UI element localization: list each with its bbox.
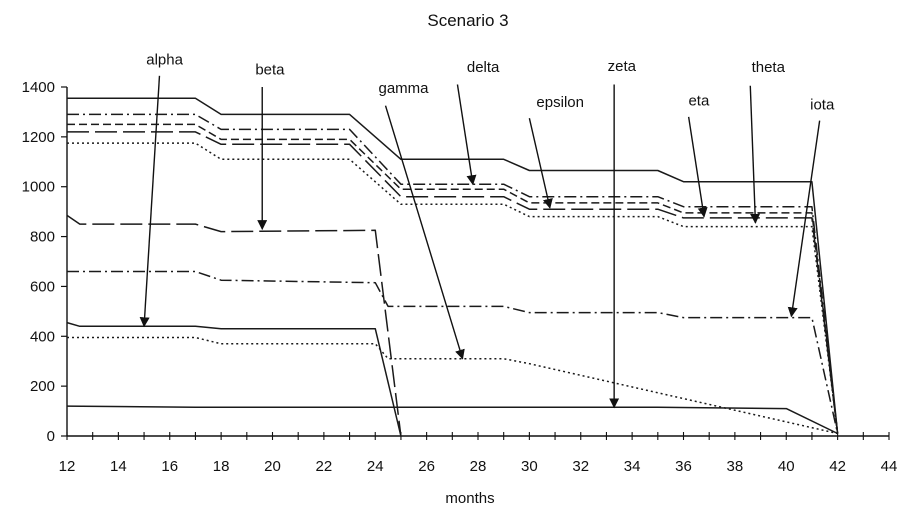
x-tick-label: 20 <box>264 458 281 475</box>
y-tick-label: 0 <box>47 428 55 445</box>
y-tick-label: 800 <box>30 229 55 246</box>
series-line-zeta <box>66 405 838 435</box>
annotation-label-eta: eta <box>688 93 710 110</box>
series-line-alpha-2 <box>67 336 838 435</box>
series-line-gamma <box>67 142 839 434</box>
x-tick-label: 44 <box>881 458 898 475</box>
x-tick-label: 38 <box>727 458 744 475</box>
annotation-label-alpha: alpha <box>146 52 183 69</box>
x-tick-label: 36 <box>675 458 692 475</box>
annotation-label-iota: iota <box>810 96 835 113</box>
series-line-delta <box>67 131 839 434</box>
y-tick-label: 1200 <box>22 129 55 146</box>
x-tick-label: 22 <box>316 458 333 475</box>
annotation-arrow-alpha <box>139 75 161 328</box>
x-tick-label: 18 <box>213 458 230 475</box>
x-tick-label: 40 <box>778 458 795 475</box>
x-tick-label: 16 <box>161 458 178 475</box>
x-tick-label: 26 <box>418 458 435 475</box>
series-line-iota <box>67 270 839 434</box>
series-line-theta <box>67 97 839 434</box>
annotation-label-epsilon: epsilon <box>536 94 584 111</box>
series-line-eta <box>67 113 839 434</box>
x-tick-label: 32 <box>572 458 589 475</box>
x-tick-label: 34 <box>624 458 641 475</box>
annotation-arrow-iota <box>787 120 821 318</box>
annotation-arrow-eta <box>687 116 708 218</box>
series-layer <box>66 97 839 437</box>
annotation-arrow-delta <box>456 84 477 186</box>
annotation-arrow-theta <box>749 85 761 224</box>
annotation-label-zeta: zeta <box>608 58 637 75</box>
axes: 0 200 400 600 800 1000 1200 1400 12 14 16 18 20 22 24 2… <box>22 79 898 475</box>
annotation-arrow-epsilon <box>528 118 553 209</box>
x-tick-label: 42 <box>829 458 846 475</box>
annotation-layer: alpha beta gamma delta epsilon zeta eta theta io… <box>139 52 835 409</box>
annotation-arrow-gamma <box>384 105 465 360</box>
series-line-alpha <box>66 321 402 437</box>
x-tick-label: 24 <box>367 458 384 475</box>
series-line-beta <box>66 214 402 437</box>
x-tick-label: 30 <box>521 458 538 475</box>
annotation-label-gamma: gamma <box>378 80 429 97</box>
x-tick-label: 28 <box>470 458 487 475</box>
series-line-epsilon <box>67 123 839 434</box>
annotation-label-theta: theta <box>752 59 786 76</box>
annotation-label-delta: delta <box>467 59 500 76</box>
y-tick-label: 1000 <box>22 179 55 196</box>
y-tick-label: 600 <box>30 278 55 295</box>
x-axis-label: months <box>445 490 494 507</box>
x-tick-label: 14 <box>110 458 127 475</box>
x-tick-label: 12 <box>59 458 76 475</box>
y-tick-label: 400 <box>30 328 55 345</box>
annotation-label-beta: beta <box>255 62 285 79</box>
chart-title: Scenario 3 <box>427 11 508 30</box>
y-tick-label: 200 <box>30 378 55 395</box>
y-tick-label: 1400 <box>22 79 55 96</box>
